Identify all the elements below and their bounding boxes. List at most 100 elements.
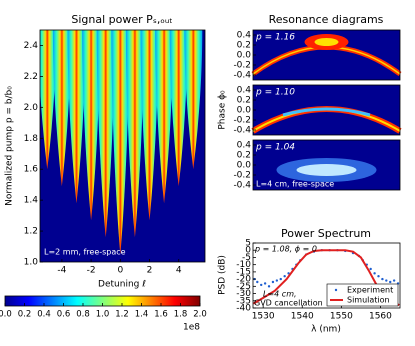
resonance-core [314, 38, 339, 46]
panel-note: L=4 cm, free-space [256, 180, 334, 189]
y-tick-label: -15 [236, 267, 251, 277]
tongue [125, 30, 144, 238]
data-point [377, 275, 380, 278]
tongue [184, 30, 203, 170]
tongue [155, 30, 174, 204]
tongue [82, 30, 101, 221]
y-tick-label: 0 [245, 246, 251, 256]
y-tick-label: 2.4 [24, 41, 39, 51]
data-point [263, 282, 267, 285]
y-tick-label: 0.4 [237, 141, 252, 151]
y-axis-label: Phase ϕ₀ [218, 90, 228, 130]
y-tick-label: 0.0 [237, 161, 252, 171]
x-tick-label: 1530 [252, 312, 275, 322]
plot-frame [252, 242, 401, 309]
x-tick-label: 1550 [330, 312, 353, 322]
y-tick-label: 1.8 [24, 134, 39, 144]
y-tick-label: 1.6 [24, 165, 39, 175]
data-point [271, 280, 275, 284]
y-tick-label: 1.0 [24, 258, 39, 268]
colorbar-multiplier: 1e8 [183, 323, 200, 333]
y-tick-label: 5 [245, 239, 251, 249]
y-tick-label: -35 [236, 296, 251, 306]
y-tick-label: -25 [236, 282, 251, 292]
panel-title: Resonance diagrams [269, 13, 384, 26]
y-tick-label: -40 [236, 304, 251, 314]
y-tick-label: 2.2 [24, 72, 38, 82]
data-point [267, 285, 271, 288]
x-tick-label: 1560 [369, 312, 392, 322]
colorbar-tick-label: 1.6 [154, 310, 168, 320]
x-axis-label: λ (nm) [311, 325, 341, 335]
y-tick-label: 0.0 [237, 106, 252, 116]
x-tick-label: 1540 [291, 312, 314, 322]
resonance-halo [282, 107, 371, 117]
y-tick-label: -0.4 [233, 71, 251, 81]
data-point [373, 272, 376, 275]
colorbar-tick-label: 0.2 [18, 310, 32, 320]
colorbar-tick-label: 1.4 [135, 310, 149, 320]
y-tick-label: 0.4 [237, 86, 252, 96]
y-axis-label: Normalized pump p = b/b₀ [5, 86, 15, 206]
data-point [369, 267, 372, 271]
tongue [111, 30, 130, 255]
y-tick-label: 1.2 [24, 227, 38, 237]
x-axis-label: Detuning ℓ [98, 280, 146, 290]
annotation: p = 1.08, ϕ = 0 [254, 245, 317, 254]
colorbar-tick-label: 1.2 [115, 310, 129, 320]
y-tick-label: -0.2 [233, 116, 251, 126]
y-tick-label: -20 [236, 275, 251, 285]
legend-label: Simulation [347, 296, 390, 305]
y-tick-label: -30 [236, 289, 251, 299]
x-tick-label: 4 [176, 266, 182, 276]
colorbar-tick-label: 0.8 [76, 310, 90, 320]
panel-annotation: p = 1.04 [255, 143, 295, 153]
annotation: L=2 mm, free-space [44, 248, 126, 257]
y-tick-label: -0.2 [233, 61, 251, 71]
heatmap-tongues [40, 30, 203, 255]
colorbar-tick-label: 0.6 [57, 310, 71, 320]
y-tick-label: -5 [242, 253, 251, 263]
legend-box [326, 283, 399, 307]
data-point [260, 283, 263, 287]
y-tick-label: 0.0 [237, 51, 252, 61]
y-axis-label: PSD (dB) [218, 255, 228, 295]
data-point [275, 279, 279, 282]
data-point [392, 279, 396, 282]
plot-frame [39, 29, 206, 263]
data-point [283, 275, 286, 278]
tongue [140, 30, 159, 221]
series-line [252, 249, 400, 306]
x-tick-label: -2 [87, 266, 96, 276]
legend-label: Experiment [347, 286, 393, 295]
colorbar-tick-label: 1.8 [174, 310, 188, 320]
y-tick-label: 0.2 [237, 41, 251, 51]
y-tick-label: -0.2 [233, 171, 251, 181]
annotation: GVD cancellation [254, 299, 323, 308]
data-point [256, 280, 259, 284]
panel-annotation: p = 1.16 [255, 33, 295, 43]
y-tick-label: 0.4 [237, 31, 252, 41]
data-point [385, 279, 388, 282]
data-point [389, 280, 392, 284]
y-tick-label: 0.2 [237, 96, 251, 106]
y-tick-label: -0.4 [233, 181, 251, 191]
data-point [279, 277, 282, 281]
y-tick-label: -10 [236, 260, 251, 270]
panel-annotation: p = 1.10 [255, 88, 295, 98]
x-tick-label: 0 [117, 266, 123, 276]
tongue [169, 30, 188, 187]
colorbar-tick-label: 0.0 [0, 310, 12, 320]
colorbar-tick-label: 2.0 [193, 310, 207, 320]
panel-title: Signal power Pₛ,ₒᵤₜ [71, 13, 172, 26]
annotation: L=4 cm, [263, 290, 297, 299]
data-point [381, 277, 384, 281]
tongue [96, 30, 115, 238]
y-tick-label: 1.4 [24, 196, 39, 206]
resonance-glow [296, 164, 357, 176]
tongue [67, 30, 86, 204]
tongue [52, 30, 71, 187]
y-tick-label: 0.2 [237, 151, 251, 161]
x-tick-label: 2 [147, 266, 153, 276]
